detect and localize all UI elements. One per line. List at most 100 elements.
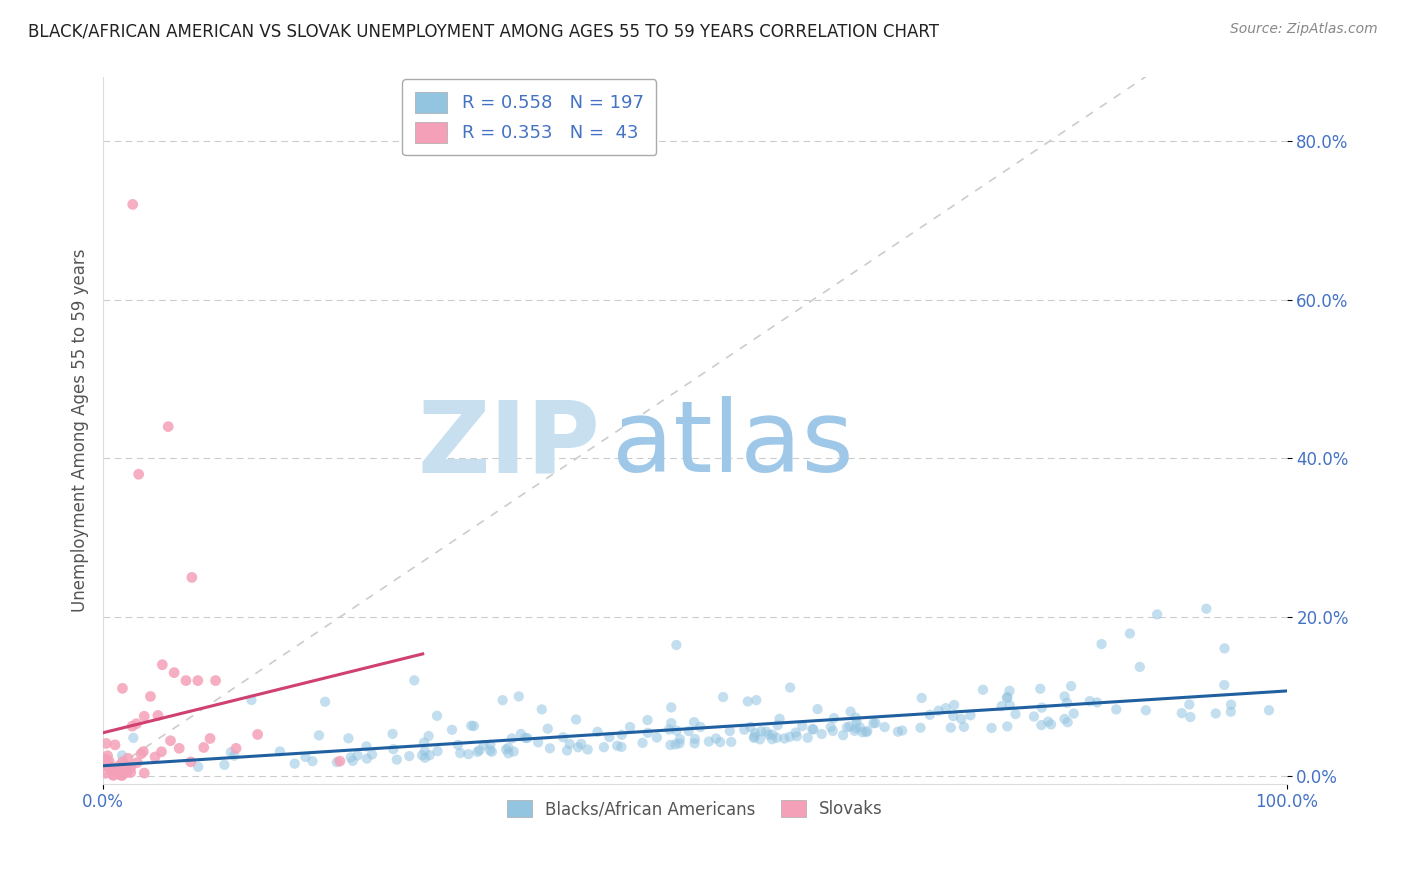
- Point: [910, 721, 932, 735]
- Point: [101, 768, 124, 782]
- Point: [683, 731, 706, 746]
- Point: [768, 712, 790, 726]
- Point: [737, 694, 759, 708]
- Point: [1053, 690, 1076, 704]
- Point: [501, 731, 523, 746]
- Point: [498, 747, 520, 761]
- Point: [339, 750, 361, 764]
- Point: [709, 735, 731, 749]
- Point: [538, 741, 561, 756]
- Point: [122, 731, 145, 745]
- Point: [314, 695, 336, 709]
- Point: [163, 665, 186, 680]
- Point: [995, 719, 1018, 733]
- Point: [103, 768, 125, 782]
- Point: [361, 747, 384, 762]
- Point: [592, 740, 614, 755]
- Point: [855, 725, 877, 739]
- Point: [610, 739, 633, 754]
- Point: [121, 719, 143, 733]
- Point: [174, 673, 197, 688]
- Point: [104, 761, 127, 775]
- Point: [128, 467, 150, 482]
- Point: [555, 743, 578, 757]
- Point: [1213, 678, 1236, 692]
- Point: [935, 701, 957, 715]
- Point: [104, 738, 127, 752]
- Point: [631, 736, 654, 750]
- Point: [510, 727, 533, 741]
- Point: [803, 723, 825, 737]
- Point: [418, 748, 440, 763]
- Point: [1022, 709, 1045, 723]
- Point: [1031, 718, 1053, 732]
- Point: [1091, 637, 1114, 651]
- Point: [1220, 698, 1243, 712]
- Point: [761, 727, 783, 741]
- Point: [508, 690, 530, 704]
- Point: [159, 733, 181, 747]
- Point: [530, 702, 553, 716]
- Point: [939, 721, 962, 735]
- Point: [792, 719, 814, 733]
- Point: [1195, 601, 1218, 615]
- Point: [665, 723, 688, 738]
- Point: [120, 765, 142, 780]
- Point: [773, 731, 796, 746]
- Point: [246, 727, 269, 741]
- Point: [659, 738, 682, 752]
- Point: [645, 731, 668, 745]
- Point: [115, 765, 138, 780]
- Point: [121, 197, 143, 211]
- Point: [502, 745, 524, 759]
- Point: [449, 746, 471, 760]
- Point: [766, 731, 789, 745]
- Point: [598, 730, 620, 744]
- Point: [1031, 700, 1053, 714]
- Point: [118, 760, 141, 774]
- Point: [1129, 660, 1152, 674]
- Point: [284, 756, 307, 771]
- Point: [586, 724, 609, 739]
- Point: [98, 755, 121, 769]
- Legend: Blacks/African Americans, Slovaks: Blacks/African Americans, Slovaks: [501, 793, 890, 825]
- Point: [796, 731, 818, 745]
- Point: [998, 698, 1021, 713]
- Point: [537, 722, 560, 736]
- Point: [1119, 626, 1142, 640]
- Point: [1056, 696, 1078, 710]
- Point: [100, 763, 122, 777]
- Point: [744, 726, 766, 740]
- Point: [143, 750, 166, 764]
- Text: atlas: atlas: [612, 396, 853, 493]
- Point: [1029, 681, 1052, 696]
- Point: [1053, 712, 1076, 726]
- Point: [810, 727, 832, 741]
- Point: [146, 708, 169, 723]
- Point: [385, 753, 408, 767]
- Point: [918, 707, 941, 722]
- Point: [565, 713, 588, 727]
- Point: [111, 767, 134, 781]
- Point: [1258, 703, 1281, 717]
- Point: [658, 723, 681, 737]
- Point: [1056, 715, 1078, 730]
- Point: [468, 743, 491, 757]
- Point: [718, 723, 741, 738]
- Point: [94, 757, 117, 772]
- Point: [491, 693, 513, 707]
- Point: [838, 719, 860, 733]
- Point: [711, 690, 734, 704]
- Point: [942, 709, 965, 723]
- Point: [111, 768, 134, 782]
- Point: [683, 736, 706, 750]
- Point: [891, 723, 914, 738]
- Point: [98, 759, 121, 773]
- Point: [606, 739, 628, 753]
- Point: [990, 699, 1012, 714]
- Point: [440, 723, 463, 737]
- Point: [551, 731, 574, 745]
- Point: [467, 745, 489, 759]
- Point: [495, 742, 517, 756]
- Point: [127, 756, 149, 770]
